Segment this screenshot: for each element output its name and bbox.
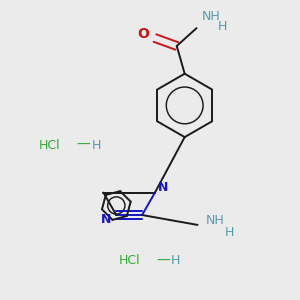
Text: H: H xyxy=(171,254,180,268)
Text: H: H xyxy=(225,226,234,239)
Text: HCl: HCl xyxy=(118,254,140,268)
Text: N: N xyxy=(158,181,168,194)
Text: H: H xyxy=(92,139,101,152)
Text: O: O xyxy=(137,27,149,41)
Text: HCl: HCl xyxy=(39,139,61,152)
Text: —: — xyxy=(77,138,90,152)
Text: N: N xyxy=(101,214,112,226)
Text: H: H xyxy=(218,20,227,33)
Text: —: — xyxy=(156,254,170,268)
Text: NH: NH xyxy=(202,10,221,23)
Text: NH: NH xyxy=(206,214,225,227)
